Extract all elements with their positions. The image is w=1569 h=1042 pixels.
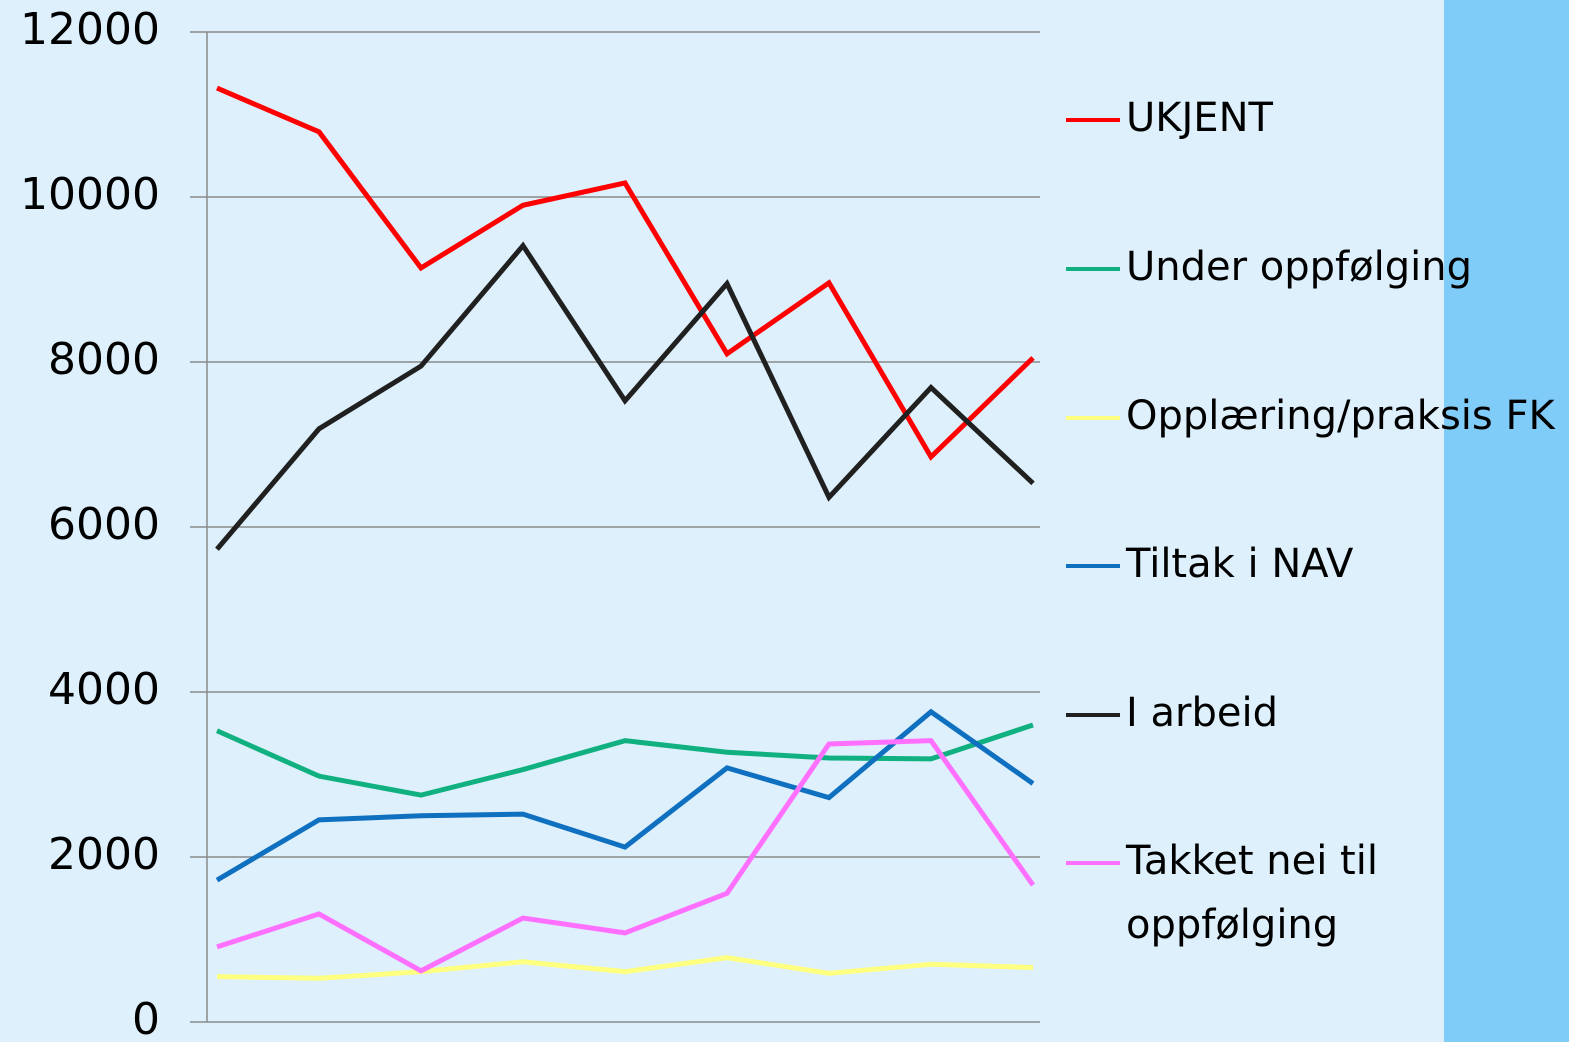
series-line [215, 708, 1035, 883]
series-line [215, 722, 1034, 798]
legend-label: Under oppfølging [1126, 244, 1472, 290]
series-line [215, 241, 1035, 551]
legend-item: Tiltak i NAV [1066, 541, 1566, 596]
legend-item: Opplæring/praksis FK [1066, 393, 1566, 448]
y-tick-label: 6000 [48, 499, 160, 550]
y-tick-label: 10000 [20, 169, 160, 220]
legend-label: I arbeid [1126, 690, 1278, 736]
legend-swatch [1066, 713, 1120, 717]
legend-item: I arbeid [1066, 690, 1566, 745]
legend-swatch [1066, 118, 1120, 122]
series-line [216, 85, 1035, 461]
legend-item: UKJENT [1066, 95, 1566, 150]
series-line [216, 738, 1036, 974]
legend-item: Under oppfølging [1066, 244, 1566, 299]
y-tick-label: 12000 [20, 4, 160, 55]
legend-label: Takket nei til oppfølging [1126, 838, 1378, 948]
legend-label: Opplæring/praksis FK [1126, 393, 1555, 439]
legend-item: Takket nei til oppfølging [1066, 838, 1566, 957]
y-tick-label: 0 [132, 994, 160, 1042]
legend-swatch [1066, 267, 1120, 271]
legend-swatch [1066, 416, 1120, 420]
series-line [216, 955, 1034, 981]
legend-label: UKJENT [1126, 95, 1273, 141]
y-tick-label: 2000 [48, 829, 160, 880]
side-strip [1444, 0, 1569, 1042]
legend-swatch [1066, 564, 1120, 568]
legend-label: Tiltak i NAV [1126, 541, 1354, 587]
y-tick-label: 8000 [48, 334, 160, 385]
y-tick-label: 4000 [48, 664, 160, 715]
legend-swatch [1066, 861, 1120, 865]
